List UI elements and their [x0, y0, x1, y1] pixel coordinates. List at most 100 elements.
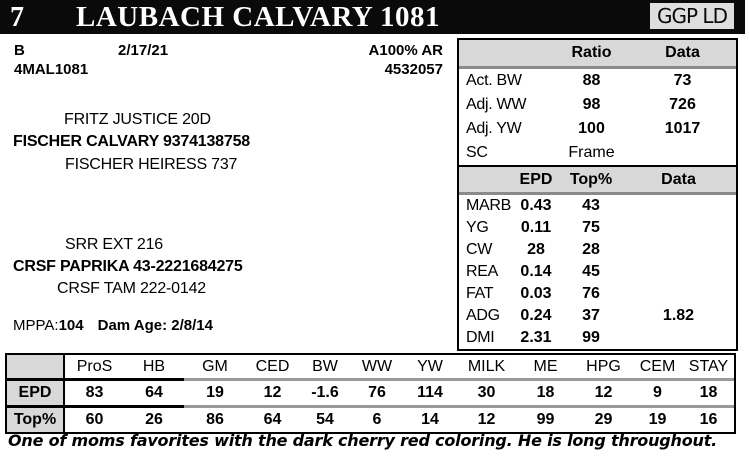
- table-row: DMI 2.31 99: [459, 327, 736, 349]
- data-value: 1017: [664, 120, 701, 137]
- epd-value: 12: [575, 379, 632, 408]
- epd-value: 0.11: [520, 219, 552, 236]
- epd-value: 18: [683, 379, 734, 408]
- top-percent-value: 28: [582, 241, 600, 258]
- performance-header-row: Ratio Data: [459, 40, 736, 69]
- dam-of-sire: FISCHER HEIRESS 737: [65, 156, 238, 173]
- row-label: Adj. YW: [466, 120, 522, 137]
- data-value: [621, 283, 736, 305]
- column-header: MILK: [457, 355, 516, 381]
- top-percent-value: 64: [263, 411, 282, 428]
- column-header: CED: [246, 355, 299, 381]
- top-percent-row-label: Top%: [7, 406, 65, 432]
- sire-name: FISCHER CALVARY 9374138758: [13, 133, 250, 150]
- column-header: ME: [516, 355, 575, 381]
- epd-value: 0.24: [520, 307, 552, 324]
- epd-column-header: EPD: [511, 165, 561, 195]
- birth-date: 2/17/21: [118, 42, 169, 59]
- sale-comment: One of moms favorites with the dark cher…: [8, 431, 718, 450]
- row-label: FAT: [466, 285, 494, 302]
- carcass-header-row: EPD Top% Data: [459, 165, 736, 195]
- top-percent-value: 12: [477, 411, 496, 428]
- column-header: GM: [184, 355, 246, 381]
- column-header: HPG: [575, 355, 632, 381]
- data-value: [621, 217, 736, 239]
- epd-value: 28: [527, 241, 545, 258]
- epd-value: 9: [632, 379, 683, 408]
- data-column-header: Data: [629, 40, 736, 69]
- top-percent-value: 37: [582, 307, 600, 324]
- mppa-value: 104: [58, 317, 84, 334]
- mppa-label: MPPA:: [13, 317, 59, 334]
- table-row: SC Frame: [459, 141, 736, 165]
- table-row: FAT 0.03 76: [459, 283, 736, 305]
- epd-value: 19: [184, 379, 246, 408]
- table-row: YG 0.11 75: [459, 217, 736, 239]
- table-row: CW 28 28: [459, 239, 736, 261]
- column-header: YW: [403, 355, 457, 381]
- top-percent-value: 14: [421, 411, 439, 428]
- top-percent-value: 6: [372, 411, 382, 428]
- epd-summary-table: ProS HB GM CED BW WW YW MILK ME HPG CEM …: [5, 353, 736, 434]
- row-label: CW: [466, 241, 493, 258]
- row-label: SC: [466, 144, 488, 161]
- dam-name: CRSF PAPRIKA 43-2221684275: [13, 258, 243, 275]
- ratio-value: Frame: [568, 144, 615, 161]
- data-value: 726: [669, 96, 696, 113]
- page-title: LAUBACH CALVARY 1081: [76, 1, 441, 33]
- ratio-column-header: Ratio: [554, 40, 629, 69]
- column-header: STAY: [683, 355, 734, 381]
- sex-code: B: [14, 42, 25, 59]
- performance-header-blank: [459, 40, 554, 69]
- epd-values-row: EPD 83 64 19 12 -1.6 76 114 30 18 12 9 1…: [7, 379, 734, 408]
- epd-value: 0.14: [520, 263, 552, 280]
- top-percent-column-header: Top%: [561, 165, 621, 195]
- epd-value: 2.31: [520, 329, 552, 346]
- tattoo-number: 4MAL1081: [14, 61, 89, 78]
- table-row: ADG 0.24 37 1.82: [459, 305, 736, 327]
- performance-table: Ratio Data Act. BW 88 73 Adj. WW 98 726 …: [459, 40, 736, 165]
- ratio-value: 98: [582, 96, 601, 113]
- epd-value: 76: [351, 379, 403, 408]
- top-percent-value: 43: [582, 197, 600, 214]
- top-percent-value: 60: [85, 411, 104, 428]
- top-percent-value: 45: [582, 263, 600, 280]
- row-label: Adj. WW: [466, 96, 527, 113]
- epd-value: 0.43: [520, 197, 552, 214]
- table-row: Act. BW 88 73: [459, 68, 736, 94]
- dam-of-dam: CRSF TAM 222-0142: [57, 280, 206, 297]
- column-header: WW: [351, 355, 403, 381]
- column-header: ProS: [64, 355, 124, 381]
- registration-number: 4532057: [384, 61, 443, 78]
- epd-row-label: EPD: [7, 379, 65, 408]
- top-percent-value: 29: [594, 411, 613, 428]
- top-percent-value: 76: [582, 285, 600, 302]
- row-label: ADG: [466, 307, 500, 324]
- top-percent-value: 75: [582, 219, 600, 236]
- dam-age-value: 2/8/14: [171, 317, 213, 334]
- table-row: MARB 0.43 43: [459, 194, 736, 218]
- ratio-value: 100: [578, 120, 605, 137]
- breed-composition: A100% AR: [368, 42, 443, 59]
- top-percent-value: 54: [316, 411, 334, 428]
- data-value: [621, 261, 736, 283]
- epd-value: 64: [124, 379, 184, 408]
- data-value: [629, 141, 736, 165]
- sire-of-sire: FRITZ JUSTICE 20D: [64, 111, 211, 128]
- row-label: REA: [466, 263, 498, 280]
- top-percent-value: 99: [536, 411, 555, 428]
- top-percent-value: 19: [648, 411, 667, 428]
- row-label: Act. BW: [466, 72, 522, 89]
- data-value: [621, 239, 736, 261]
- data-column-header: Data: [621, 165, 736, 195]
- table-row: REA 0.14 45: [459, 261, 736, 283]
- table-row: Adj. WW 98 726: [459, 93, 736, 117]
- row-label: DMI: [466, 329, 495, 346]
- epd-value: 30: [457, 379, 516, 408]
- carcass-header-blank: [459, 165, 511, 195]
- epd-value: 12: [246, 379, 299, 408]
- epd-header-corner: [7, 355, 65, 381]
- top-percent-row: Top% 60 26 86 64 54 6 14 12 99 29 19 16: [7, 406, 734, 432]
- dam-age-label: Dam Age:: [97, 317, 168, 334]
